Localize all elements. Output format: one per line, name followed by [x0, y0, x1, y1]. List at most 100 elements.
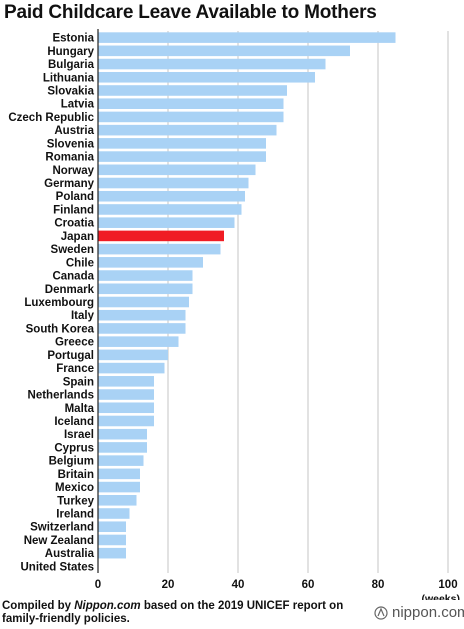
bar-japan	[98, 230, 224, 242]
category-label-slovenia: Slovenia	[47, 138, 95, 150]
bar-ireland	[98, 508, 130, 519]
category-label-denmark: Denmark	[45, 284, 95, 296]
bar-israel	[98, 428, 147, 440]
category-label-czech-republic: Czech Republic	[8, 112, 94, 124]
bar-austria	[98, 124, 277, 136]
bar-switzerland	[98, 521, 126, 533]
bar-portugal	[98, 349, 168, 361]
bar-iceland	[98, 415, 154, 427]
category-label-ireland: Ireland	[56, 509, 94, 521]
bar-denmark	[98, 283, 193, 295]
category-label-france: France	[56, 363, 94, 375]
logo-text: nippon.com	[392, 604, 464, 621]
category-label-estonia: Estonia	[52, 33, 94, 45]
bar-greece	[98, 336, 179, 347]
bars	[98, 32, 396, 559]
category-label-spain: Spain	[63, 376, 94, 388]
x-tick-label-60: 60	[302, 579, 315, 591]
category-label-bulgaria: Bulgaria	[48, 59, 95, 71]
bar-britain	[98, 468, 140, 480]
bar-norway	[98, 164, 256, 176]
category-label-belgium: Belgium	[49, 456, 94, 468]
bar-italy	[98, 309, 186, 321]
bar-germany	[98, 177, 249, 189]
category-label-slovakia: Slovakia	[47, 85, 94, 97]
bar-turkey	[98, 495, 137, 506]
x-tick-label-100: 100	[438, 579, 457, 591]
category-label-portugal: Portugal	[47, 350, 94, 362]
bar-new-zealand	[98, 534, 126, 546]
bar-spain	[98, 376, 154, 387]
bar-netherlands	[98, 389, 154, 400]
bar-france	[98, 362, 165, 374]
source-footnote: Compiled by Nippon.com based on the 2019…	[2, 600, 362, 626]
bar-bulgaria	[98, 58, 326, 70]
category-label-romania: Romania	[45, 152, 94, 164]
category-label-chile: Chile	[66, 257, 94, 269]
category-label-austria: Austria	[54, 125, 94, 137]
bar-belgium	[98, 455, 144, 466]
category-label-cyprus: Cyprus	[54, 442, 94, 454]
bar-australia	[98, 547, 126, 559]
bar-sweden	[98, 243, 221, 255]
category-label-canada: Canada	[52, 271, 94, 283]
category-label-poland: Poland	[56, 191, 94, 203]
bar-estonia	[98, 32, 396, 43]
bar-slovakia	[98, 85, 287, 96]
x-axis: 0 20 40 60 80 100 (weeks)	[95, 29, 460, 600]
category-label-japan: Japan	[61, 231, 94, 243]
bar-romania	[98, 151, 266, 162]
category-label-switzerland: Switzerland	[30, 522, 94, 534]
category-label-britain: Britain	[58, 469, 94, 481]
footnote-prefix: Compiled by	[2, 600, 75, 612]
category-label-turkey: Turkey	[57, 495, 94, 507]
bar-luxembourg	[98, 296, 189, 308]
bar-cyprus	[98, 442, 147, 453]
category-label-hungary: Hungary	[47, 46, 94, 58]
x-tick-label-0: 0	[95, 579, 101, 591]
bar-south-korea	[98, 323, 186, 334]
x-tick-label-80: 80	[372, 579, 385, 591]
x-tick-label-20: 20	[162, 579, 175, 591]
category-label-luxembourg: Luxembourg	[24, 297, 94, 309]
chart-title: Paid Childcare Leave Available to Mother…	[4, 2, 377, 23]
bar-croatia	[98, 217, 235, 228]
category-label-iceland: Iceland	[54, 416, 94, 428]
bar-poland	[98, 190, 245, 202]
category-label-latvia: Latvia	[61, 99, 95, 111]
bar-finland	[98, 204, 242, 215]
bar-slovenia	[98, 138, 266, 149]
bar-malta	[98, 402, 154, 414]
bar-mexico	[98, 481, 140, 493]
x-tick-label-40: 40	[232, 579, 245, 591]
category-label-south-korea: South Korea	[26, 323, 95, 335]
bar-canada	[98, 270, 193, 281]
category-label-norway: Norway	[52, 165, 94, 177]
category-label-greece: Greece	[55, 337, 94, 349]
category-label-netherlands: Netherlands	[28, 390, 94, 402]
footnote-suffix: based on the 2019 UNICEF report on famil…	[2, 600, 344, 625]
category-label-malta: Malta	[65, 403, 95, 415]
bar-chile	[98, 257, 203, 268]
bar-lithuania	[98, 71, 315, 83]
category-label-israel: Israel	[64, 429, 94, 441]
bar-czech-republic	[98, 111, 284, 123]
bar-latvia	[98, 98, 284, 109]
nippon-logo-icon	[374, 605, 388, 620]
nippon-logo: nippon.com	[374, 604, 464, 621]
x-axis-unit-label: (weeks)	[421, 593, 460, 600]
bar-hungary	[98, 45, 350, 57]
category-label-mexico: Mexico	[55, 482, 94, 494]
category-label-germany: Germany	[44, 178, 94, 190]
category-label-croatia: Croatia	[54, 218, 94, 230]
category-label-new-zealand: New Zealand	[24, 535, 94, 547]
category-label-finland: Finland	[53, 204, 94, 216]
footnote-source: Nippon.com	[74, 600, 141, 612]
category-label-united-states: United States	[21, 561, 95, 573]
category-label-australia: Australia	[45, 548, 95, 560]
category-label-lithuania: Lithuania	[43, 72, 95, 84]
category-label-sweden: Sweden	[51, 244, 94, 256]
category-label-italy: Italy	[71, 310, 95, 322]
